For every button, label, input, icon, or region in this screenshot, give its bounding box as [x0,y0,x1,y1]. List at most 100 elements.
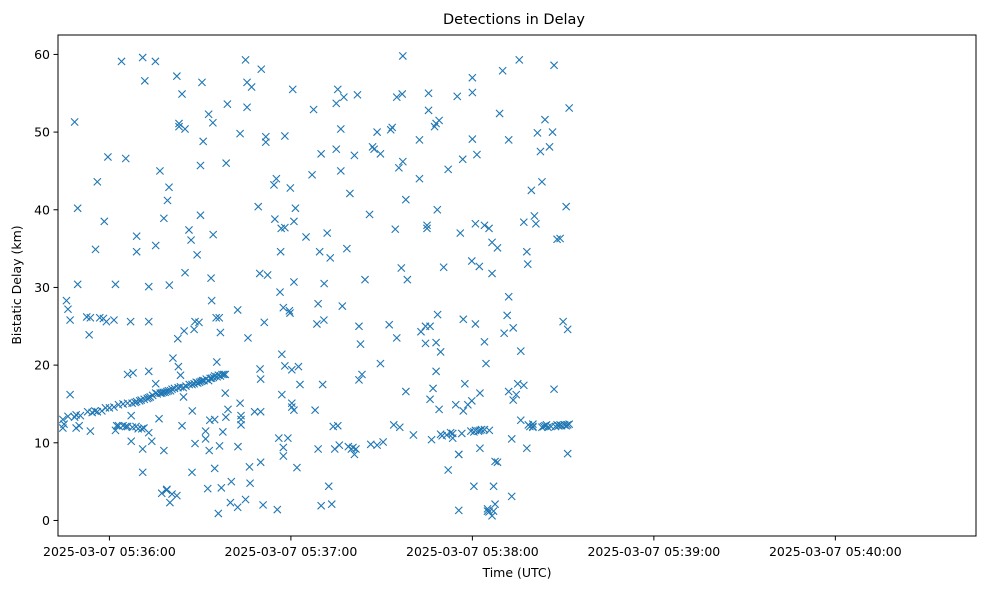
data-point [85,330,94,339]
data-point [287,365,296,374]
data-point [523,260,532,269]
data-point [528,420,537,429]
data-point [237,415,245,424]
data-point [212,358,221,366]
data-point [488,511,497,520]
data-point [151,57,160,66]
data-point [519,381,528,390]
data-point [433,205,442,214]
data-point [207,296,216,305]
data-point [165,281,174,290]
data-point [531,219,540,228]
data-point [221,389,230,398]
data-point [204,110,213,119]
data-point [196,161,205,170]
data-point [424,89,433,98]
data-point [144,367,153,376]
data-point [138,445,147,453]
data-point [163,196,172,205]
x-tick-label: 2025-03-07 05:38:00 [406,544,539,559]
plot-area-frame [57,34,977,537]
data-point [324,482,333,491]
data-point [365,210,374,219]
y-tick-label: 40 [34,202,50,217]
data-point [273,505,282,514]
data-point [172,72,181,81]
data-point [354,375,363,384]
y-tick-label: 10 [34,435,50,450]
data-point [168,490,177,499]
data-point [392,93,401,102]
data-point [433,310,442,319]
data-point [318,380,327,389]
data-point [336,124,345,133]
data-point [373,441,382,450]
data-point [327,500,336,509]
data-point [485,426,494,435]
data-point [187,236,196,245]
data-point [388,123,397,132]
data-point [168,385,177,394]
data-point [246,479,255,488]
x-tick-label: 2025-03-07 05:39:00 [587,544,720,559]
data-point [127,411,136,420]
data-point [345,189,354,198]
data-point [528,422,537,431]
data-point [471,219,480,228]
data-point [214,509,223,518]
data-point [256,407,265,416]
data-point [516,416,525,425]
data-point [70,118,79,126]
data-point [350,450,359,459]
data-point [285,306,294,315]
data-point [469,482,478,491]
data-point [493,243,502,252]
data-point [210,415,219,424]
data-point [468,73,477,82]
data-point [397,264,406,273]
data-point [223,100,232,109]
data-point [217,483,226,492]
data-point [426,322,435,331]
data-point [193,250,202,259]
data-point [563,325,572,334]
data-point [256,375,265,384]
data-point [243,333,252,342]
data-point [432,338,441,347]
data-point [442,431,451,440]
data-point [563,449,572,458]
data-point [274,434,283,443]
data-point [245,462,254,471]
data-point [435,405,444,414]
data-point [302,232,311,241]
data-point [516,347,525,356]
data-point [76,411,85,420]
data-point [208,118,217,127]
data-point [415,174,424,183]
data-point [540,115,549,124]
data-point [159,214,168,223]
y-tick-label: 60 [34,47,50,62]
data-point [287,399,296,408]
data-point [357,370,366,379]
data-point [398,51,407,60]
data-point [63,412,72,421]
data-point [123,370,132,379]
data-point [222,159,231,168]
data-point [314,299,323,308]
data-point [509,396,518,405]
data-point [178,90,187,99]
data-point [295,380,304,389]
data-point [93,177,102,186]
data-point [385,320,394,329]
data-point [458,155,467,164]
data-point [537,177,546,186]
data-point [100,217,109,226]
data-point [424,106,433,115]
data-point [509,323,518,332]
data-point [218,427,227,436]
data-point [351,445,360,453]
data-point [224,405,232,414]
data-point [144,317,153,326]
data-point [217,370,226,379]
